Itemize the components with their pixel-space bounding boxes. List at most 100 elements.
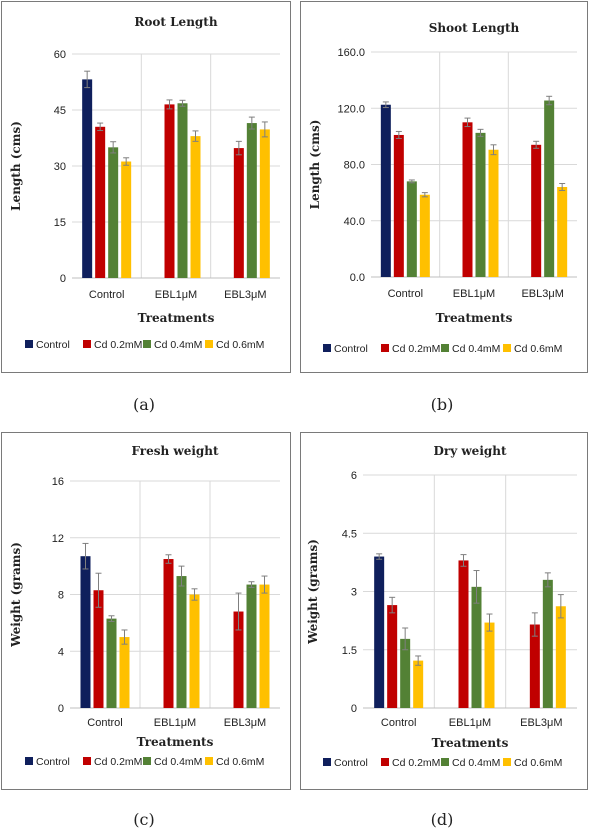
x-tick-label: Control — [87, 717, 122, 729]
bar — [400, 638, 411, 708]
shoot-length-chart-panel: 0.0 40.0 80.0 120.0 160.0 Control EBL1μM EBL3μM… — [300, 1, 588, 373]
x-tick-label: EBL3μM — [520, 717, 562, 729]
x-tick-label: Control — [388, 288, 423, 300]
y-tick-label: 16 — [52, 476, 64, 488]
chart-title: Shoot Length — [429, 21, 520, 35]
bar — [380, 104, 391, 277]
x-axis-label: Treatments — [137, 735, 214, 749]
legend-label: Cd 0.6mM — [514, 757, 562, 769]
bar — [471, 586, 482, 708]
bar — [106, 618, 117, 708]
bar — [108, 147, 119, 278]
bar — [95, 126, 106, 278]
y-tick-label: 0 — [60, 273, 66, 285]
y-tick-label: 0 — [351, 703, 357, 715]
y-axis-label: Length (cms) — [308, 120, 322, 210]
x-tick-label: EBL3μM — [224, 289, 266, 301]
chart-title: Fresh weight — [131, 444, 219, 458]
fresh-weight-chart-panel: 0 4 8 12 16 Control EBL1μM EBL3μM Fresh weight Tr… — [1, 432, 291, 790]
bar — [82, 79, 93, 279]
bar — [233, 611, 244, 708]
y-tick-label: 1.5 — [342, 645, 357, 657]
y-axis-label: Length (cms) — [9, 121, 23, 211]
bar — [475, 132, 486, 277]
bar — [557, 187, 568, 277]
bar — [393, 134, 404, 277]
caption-a: (a) — [132, 395, 156, 414]
y-tick-label: 4 — [58, 646, 64, 658]
legend-swatch — [143, 757, 151, 765]
legend-label: Cd 0.4mM — [452, 757, 500, 769]
legend-label: Cd 0.4mM — [154, 756, 202, 768]
bar — [531, 144, 542, 277]
legend-label: Cd 0.4mM — [452, 343, 500, 355]
legend-swatch — [503, 758, 511, 766]
legend-label: Control — [334, 757, 368, 769]
legend-swatch — [323, 344, 331, 352]
y-tick-label: 0.0 — [350, 272, 365, 284]
bar — [233, 148, 244, 278]
legend-label: Cd 0.6mM — [514, 343, 562, 355]
bar — [163, 559, 174, 708]
y-tick-label: 45 — [54, 105, 66, 117]
bar — [246, 123, 257, 278]
bar — [259, 584, 270, 708]
bar — [80, 556, 91, 708]
x-axis-label: Treatments — [436, 311, 513, 325]
bar — [177, 103, 188, 278]
legend-label: Cd 0.2mM — [94, 339, 142, 351]
caption-c: (c) — [133, 810, 155, 829]
y-tick-label: 8 — [58, 590, 64, 602]
legend-label: Cd 0.6mM — [216, 339, 264, 351]
legend-label: Control — [36, 756, 70, 768]
legend-label: Control — [36, 339, 70, 351]
x-tick-label: EBL1μM — [155, 289, 197, 301]
legend-label: Cd 0.6mM — [216, 756, 264, 768]
legend-swatch — [381, 344, 389, 352]
y-tick-label: 80.0 — [344, 160, 365, 172]
bar — [484, 622, 495, 708]
y-axis-label: Weight (grams) — [306, 539, 320, 645]
bar — [542, 579, 553, 708]
legend-swatch — [205, 340, 213, 348]
chart-svg: 0 1.5 3 4.5 6 Control EBL1μM EBL3μM Dry weight Tr… — [306, 444, 577, 769]
bar — [246, 584, 257, 708]
bar — [458, 560, 469, 708]
bar — [190, 136, 201, 278]
x-axis-label: Treatments — [432, 736, 509, 750]
bar — [544, 100, 555, 277]
legend-label: Control — [334, 343, 368, 355]
chart-svg: 0.0 40.0 80.0 120.0 160.0 Control EBL1μM EBL3μM… — [308, 21, 577, 355]
y-tick-label: 4.5 — [342, 528, 357, 540]
y-tick-label: 12 — [52, 533, 64, 545]
bar — [164, 104, 175, 279]
x-tick-label: Control — [89, 289, 124, 301]
bar — [93, 590, 104, 708]
x-axis-label: Treatments — [138, 311, 215, 325]
chart-svg: 0 4 8 12 16 Control EBL1μM EBL3μM Fresh weight Tr… — [9, 444, 280, 768]
y-tick-label: 60 — [54, 49, 66, 61]
bar — [555, 606, 566, 708]
y-tick-label: 120.0 — [337, 103, 365, 115]
chart-title: Dry weight — [433, 444, 507, 458]
x-tick-label: EBL1μM — [449, 717, 491, 729]
y-tick-label: 0 — [58, 703, 64, 715]
x-tick-label: EBL3μM — [521, 288, 563, 300]
chart-svg: 0 15 30 45 60 Control EBL1μM EBL3μM Root Length T… — [9, 15, 280, 351]
y-tick-label: 160.0 — [337, 47, 365, 59]
legend-label: Cd 0.2mM — [392, 343, 440, 355]
bar — [259, 129, 270, 278]
y-tick-label: 15 — [54, 217, 66, 229]
legend-swatch — [25, 340, 33, 348]
legend-swatch — [25, 757, 33, 765]
y-tick-label: 40.0 — [344, 216, 365, 228]
legend-swatch — [323, 758, 331, 766]
root-length-chart-panel: 0 15 30 45 60 Control EBL1μM EBL3μM Root Length T… — [1, 1, 291, 373]
legend-swatch — [83, 340, 91, 348]
legend-swatch — [441, 344, 449, 352]
y-tick-label: 30 — [54, 161, 66, 173]
legend-swatch — [205, 757, 213, 765]
legend-swatch — [503, 344, 511, 352]
legend-swatch — [143, 340, 151, 348]
legend-label: Cd 0.4mM — [154, 339, 202, 351]
